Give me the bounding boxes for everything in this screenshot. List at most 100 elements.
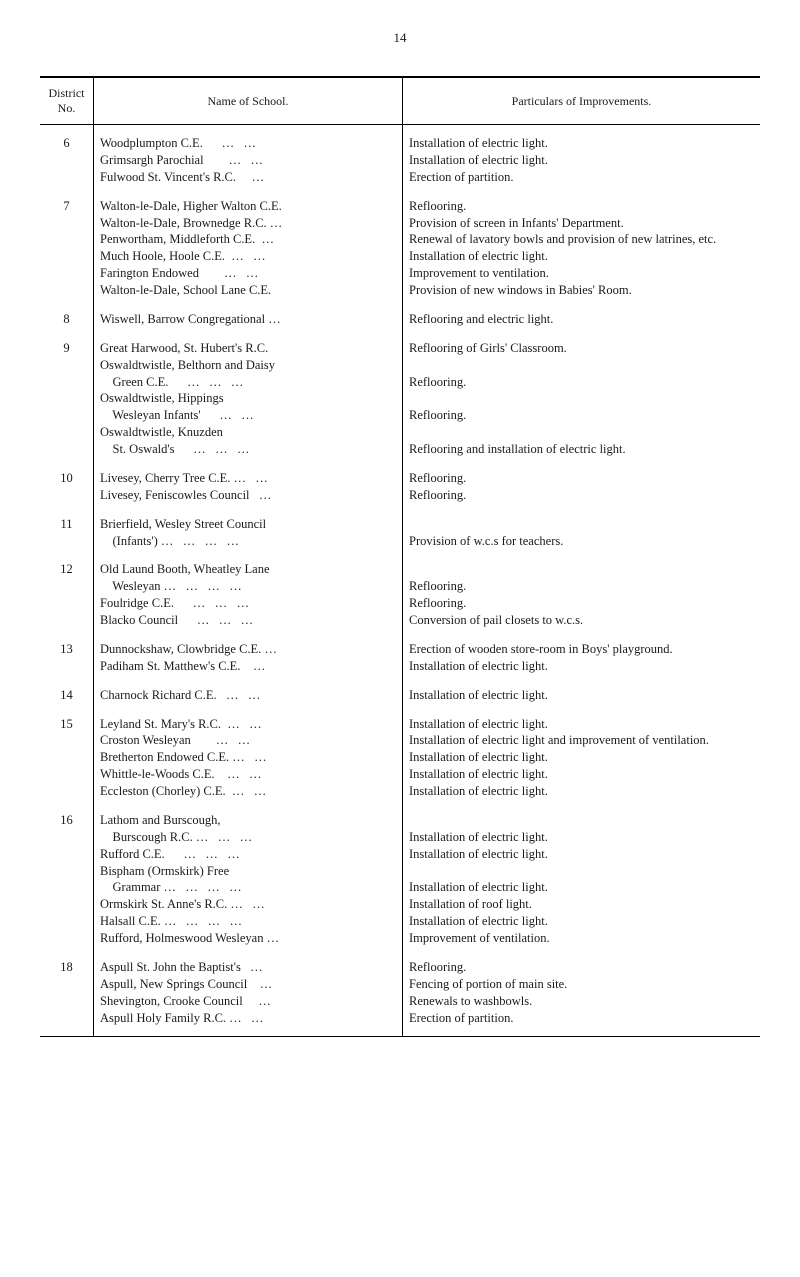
improvement-entry: Improvement of ventilation. [409,930,754,947]
school-entry: St. Oswald's … … … [100,441,396,458]
improvement-entry: Installation of electric light and impro… [409,732,754,749]
school-entry: Foulridge C.E. … … … [100,595,396,612]
improvement-entry: Installation of electric light. [409,846,754,863]
district-no-cell: 11 [40,506,94,552]
improvement-entry: Installation of electric light. [409,687,754,704]
school-entry: Halsall C.E. … … … … [100,913,396,930]
improvement-entry [409,357,754,374]
improvement-entry [409,863,754,880]
improvement-entry: Reflooring. [409,487,754,504]
district-no-cell: 12 [40,551,94,631]
header-district-no: District No. [40,77,94,125]
table-row: 13Dunnockshaw, Clowbridge C.E. …Padiham … [40,631,760,677]
improvement-cell: Installation of electric light.Installat… [403,125,761,188]
school-entry: Grammar … … … … [100,879,396,896]
improvement-entry: Reflooring and electric light. [409,311,754,328]
improvement-cell: Installation of electric light.Installat… [403,802,761,949]
school-entry: Leyland St. Mary's R.C. … … [100,716,396,733]
improvement-entry [409,561,754,578]
improvement-entry: Fencing of portion of main site. [409,976,754,993]
improvement-entry [409,812,754,829]
school-cell: Aspull St. John the Baptist's …Aspull, N… [94,949,403,1037]
school-entry: Wiswell, Barrow Congregational … [100,311,396,328]
improvement-entry: Reflooring. [409,374,754,391]
improvement-entry: Reflooring. [409,578,754,595]
table-row: 9Great Harwood, St. Hubert's R.C.Oswaldt… [40,330,760,460]
school-cell: Great Harwood, St. Hubert's R.C.Oswaldtw… [94,330,403,460]
improvement-cell: Reflooring and electric light. [403,301,761,330]
school-cell: Walton-le-Dale, Higher Walton C.E.Walton… [94,188,403,301]
school-cell: Charnock Richard C.E. … … [94,677,403,706]
improvement-cell: Installation of electric light. [403,677,761,706]
district-no-cell: 7 [40,188,94,301]
page-number: 14 [40,30,760,46]
improvement-entry: Provision of w.c.s for teachers. [409,533,754,550]
improvement-entry: Erection of partition. [409,169,754,186]
school-cell: Brierfield, Wesley Street Council (Infan… [94,506,403,552]
school-entry: Green C.E. … … … [100,374,396,391]
improvement-entry: Installation of electric light. [409,658,754,675]
improvement-cell: Reflooring.Reflooring.Conversion of pail… [403,551,761,631]
improvement-entry: Installation of electric light. [409,766,754,783]
school-cell: Leyland St. Mary's R.C. … …Croston Wesle… [94,706,403,802]
school-cell: Old Laund Booth, Wheatley Lane Wesleyan … [94,551,403,631]
improvement-entry: Installation of electric light. [409,829,754,846]
improvement-entry: Installation of electric light. [409,135,754,152]
school-entry: Rufford, Holmeswood Wesleyan … [100,930,396,947]
table-row: 14Charnock Richard C.E. … …Installation … [40,677,760,706]
school-entry: Charnock Richard C.E. … … [100,687,396,704]
school-entry: Fulwood St. Vincent's R.C. … [100,169,396,186]
improvement-entry: Installation of electric light. [409,913,754,930]
school-entry: Aspull, New Springs Council … [100,976,396,993]
table-row: 6Woodplumpton C.E. … …Grimsargh Parochia… [40,125,760,188]
school-entry: Ormskirk St. Anne's R.C. … … [100,896,396,913]
improvement-entry: Reflooring. [409,959,754,976]
improvement-entry: Reflooring. [409,595,754,612]
school-entry: Rufford C.E. … … … [100,846,396,863]
improvement-entry: Installation of electric light. [409,152,754,169]
improvement-entry: Provision of screen in Infants' Departme… [409,215,754,232]
district-no-cell: 6 [40,125,94,188]
school-entry: Shevington, Crooke Council … [100,993,396,1010]
school-entry: Eccleston (Chorley) C.E. … … [100,783,396,800]
table-row: 10Livesey, Cherry Tree C.E. … …Livesey, … [40,460,760,506]
table-row: 16Lathom and Burscough, Burscough R.C. …… [40,802,760,949]
improvement-entry: Reflooring and installation of electric … [409,441,754,458]
district-no-cell: 18 [40,949,94,1037]
school-cell: Woodplumpton C.E. … …Grimsargh Parochial… [94,125,403,188]
improvement-entry: Installation of electric light. [409,783,754,800]
district-no-cell: 13 [40,631,94,677]
improvement-cell: Installation of electric light.Installat… [403,706,761,802]
improvement-cell: Reflooring of Girls' Classroom. Refloori… [403,330,761,460]
district-no-cell: 16 [40,802,94,949]
improvement-cell: Reflooring.Fencing of portion of main si… [403,949,761,1037]
school-entry: Burscough R.C. … … … [100,829,396,846]
improvement-entry: Installation of electric light. [409,716,754,733]
improvement-entry: Erection of wooden store-room in Boys' p… [409,641,754,658]
school-entry: Dunnockshaw, Clowbridge C.E. … [100,641,396,658]
improvements-table: District No. Name of School. Particulars… [40,76,760,1037]
school-entry: Penwortham, Middleforth C.E. … [100,231,396,248]
school-entry: Croston Wesleyan … … [100,732,396,749]
table-row: 8Wiswell, Barrow Congregational …Refloor… [40,301,760,330]
district-no-cell: 9 [40,330,94,460]
school-entry: Farington Endowed … … [100,265,396,282]
improvement-cell: Erection of wooden store-room in Boys' p… [403,631,761,677]
improvement-entry: Reflooring. [409,198,754,215]
school-entry: Oswaldtwistle, Belthorn and Daisy [100,357,396,374]
school-cell: Wiswell, Barrow Congregational … [94,301,403,330]
header-particulars: Particulars of Improvements. [403,77,761,125]
improvement-cell: Provision of w.c.s for teachers. [403,506,761,552]
school-entry: Bispham (Ormskirk) Free [100,863,396,880]
school-entry: Walton-le-Dale, Brownedge R.C. … [100,215,396,232]
school-entry: Old Laund Booth, Wheatley Lane [100,561,396,578]
school-entry: Great Harwood, St. Hubert's R.C. [100,340,396,357]
school-entry: Aspull St. John the Baptist's … [100,959,396,976]
school-entry: Oswaldtwistle, Hippings [100,390,396,407]
school-entry: Wesleyan … … … … [100,578,396,595]
school-entry: Blacko Council … … … [100,612,396,629]
improvement-entry: Conversion of pail closets to w.c.s. [409,612,754,629]
improvement-entry: Improvement to ventilation. [409,265,754,282]
improvement-entry: Reflooring of Girls' Classroom. [409,340,754,357]
improvement-cell: Reflooring.Reflooring. [403,460,761,506]
